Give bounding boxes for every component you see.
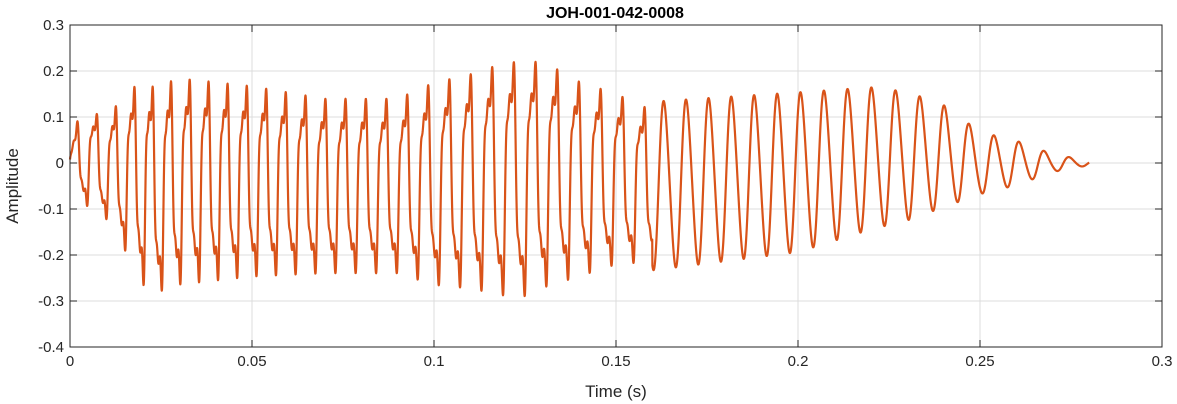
y-tick-label: -0.2 bbox=[38, 247, 64, 264]
x-tick-label: 0.1 bbox=[424, 353, 445, 370]
x-tick-label: 0.2 bbox=[788, 353, 809, 370]
y-axis-label: Amplitude bbox=[3, 148, 22, 224]
y-tick-label: -0.4 bbox=[38, 339, 64, 356]
y-axis: -0.4 -0.3 -0.2 -0.1 0 0.1 0.2 0.3 bbox=[38, 17, 1162, 356]
waveform-series bbox=[68, 60, 1091, 298]
y-tick-label: 0.1 bbox=[43, 109, 64, 126]
x-axis-label: Time (s) bbox=[585, 382, 647, 401]
x-tick-label: 0 bbox=[66, 353, 74, 370]
y-tick-label: 0 bbox=[56, 155, 64, 172]
x-tick-label: 0.05 bbox=[237, 353, 266, 370]
x-tick-label: 0.25 bbox=[965, 353, 994, 370]
chart-title: JOH-001-042-0008 bbox=[546, 5, 684, 22]
x-tick-label: 0.3 bbox=[1152, 353, 1173, 370]
x-axis: 0 0.05 0.1 0.15 0.2 0.25 0.3 bbox=[66, 25, 1173, 370]
x-tick-label: 0.15 bbox=[601, 353, 630, 370]
grid-lines bbox=[69, 24, 1163, 348]
y-tick-label: 0.3 bbox=[43, 17, 64, 34]
y-tick-label: -0.1 bbox=[38, 201, 64, 218]
y-tick-label: -0.3 bbox=[38, 293, 64, 310]
y-tick-label: 0.2 bbox=[43, 63, 64, 80]
waveform-line bbox=[68, 60, 1091, 298]
